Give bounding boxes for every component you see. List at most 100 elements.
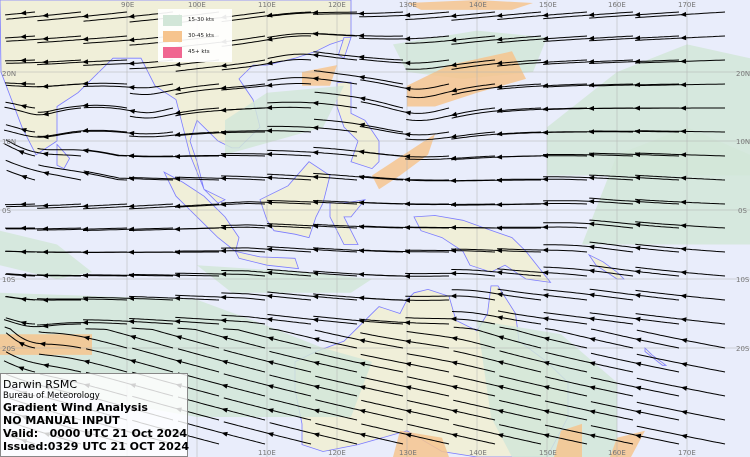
streamline-arrowhead bbox=[129, 335, 137, 340]
streamline bbox=[37, 148, 128, 157]
streamline-arrowhead bbox=[634, 385, 642, 391]
streamline-arrowhead bbox=[220, 225, 227, 231]
streamline-arrowhead bbox=[82, 59, 89, 65]
streamline-arrowhead bbox=[267, 336, 274, 342]
streamline bbox=[543, 35, 634, 42]
lon-label-top: 150E bbox=[539, 1, 557, 9]
streamline-arrowhead bbox=[267, 384, 274, 390]
streamline-arrowhead bbox=[266, 175, 273, 181]
streamline bbox=[543, 176, 634, 181]
info-box: Darwin RSMC Bureau of Meteorology Gradie… bbox=[0, 373, 190, 457]
streamline-arrowhead bbox=[359, 408, 366, 414]
lat-label-left: 20S bbox=[2, 345, 16, 353]
streamline-arrowhead bbox=[267, 360, 274, 366]
streamline-arrowhead bbox=[82, 81, 89, 87]
streamline-arrowhead bbox=[220, 62, 227, 68]
streamline-arrowhead bbox=[174, 110, 181, 115]
lat-label-right: 20S bbox=[736, 345, 750, 353]
issued-time: Issued:0329 UTC 21 OCT 2024 bbox=[3, 440, 190, 453]
streamline-arrowhead bbox=[680, 338, 688, 344]
legend-swatch bbox=[163, 14, 182, 26]
lon-label-top: 100E bbox=[188, 1, 206, 9]
streamline-arrowhead bbox=[82, 36, 89, 42]
streamline-arrowhead bbox=[589, 361, 596, 367]
streamline-arrowhead bbox=[589, 433, 596, 439]
streamline-arrowhead bbox=[312, 31, 319, 37]
streamline-arrowhead bbox=[358, 74, 365, 80]
streamline-arrowhead bbox=[680, 246, 687, 252]
streamline-arrowhead bbox=[450, 62, 457, 68]
streamline-arrowhead bbox=[680, 199, 687, 205]
streamline-arrowhead bbox=[312, 270, 319, 276]
streamline-arrowhead bbox=[404, 177, 411, 183]
lon-label-top: 170E bbox=[678, 1, 696, 9]
streamline bbox=[543, 266, 634, 277]
streamline-arrowhead bbox=[497, 360, 504, 366]
streamline-arrowhead bbox=[680, 35, 687, 41]
streamline-arrowhead bbox=[82, 148, 89, 154]
streamline-arrowhead bbox=[221, 335, 228, 341]
streamline-arrowhead bbox=[129, 359, 137, 365]
streamline-arrowhead bbox=[543, 360, 550, 366]
streamline-arrowhead bbox=[588, 292, 595, 298]
legend-label: 45+ kts bbox=[188, 49, 210, 55]
streamline bbox=[636, 353, 726, 373]
streamline-arrowhead bbox=[42, 12, 49, 18]
streamline-arrowhead bbox=[128, 13, 135, 19]
streamline-arrowhead bbox=[680, 58, 687, 64]
streamline-arrowhead bbox=[680, 317, 687, 323]
lon-label-bottom: 160E bbox=[608, 449, 626, 457]
streamline-arrowhead bbox=[358, 10, 365, 16]
streamline-arrowhead bbox=[82, 296, 89, 302]
streamline-arrowhead bbox=[175, 359, 183, 365]
streamline-arrowhead bbox=[313, 384, 320, 390]
streamline-arrowhead bbox=[404, 154, 411, 160]
streamline-arrowhead bbox=[635, 337, 642, 343]
streamline bbox=[635, 313, 726, 325]
streamline-arrowhead bbox=[42, 111, 49, 117]
zone-30-45 bbox=[407, 0, 533, 10]
streamline-arrowhead bbox=[450, 201, 457, 207]
streamline-arrowhead bbox=[82, 203, 89, 209]
streamline-arrowhead bbox=[221, 431, 228, 437]
taiwan-land bbox=[337, 37, 352, 59]
streamline-arrowhead bbox=[542, 316, 549, 322]
streamline-arrowhead bbox=[312, 125, 319, 131]
streamline-arrowhead bbox=[358, 122, 366, 128]
streamline-arrowhead bbox=[543, 409, 550, 415]
streamline bbox=[590, 377, 680, 397]
lon-label-top: 130E bbox=[399, 1, 417, 9]
streamline-arrowhead bbox=[450, 133, 457, 139]
streamline-arrowhead bbox=[17, 366, 25, 372]
streamline-arrowhead bbox=[404, 86, 411, 92]
streamline-arrowhead bbox=[634, 199, 641, 205]
legend-swatch bbox=[163, 46, 182, 58]
streamline-arrowhead bbox=[20, 104, 27, 109]
agency-name: Bureau of Meteorology bbox=[3, 391, 100, 401]
streamline-arrowhead bbox=[128, 203, 135, 209]
streamline-arrowhead bbox=[450, 293, 457, 299]
streamline-arrowhead bbox=[358, 248, 365, 254]
lon-label-top: 120E bbox=[328, 1, 346, 9]
streamline-arrowhead bbox=[128, 153, 135, 159]
streamline-arrowhead bbox=[266, 151, 273, 157]
streamline-arrowhead bbox=[39, 341, 46, 347]
lat-label-right: 20N bbox=[736, 70, 750, 78]
streamline bbox=[589, 35, 680, 42]
streamline-arrowhead bbox=[404, 110, 412, 116]
streamline-arrowhead bbox=[266, 105, 273, 111]
streamline-arrowhead bbox=[220, 271, 227, 277]
streamline-arrowhead bbox=[589, 337, 596, 342]
streamline-arrowhead bbox=[451, 360, 458, 366]
streamline-arrowhead bbox=[128, 37, 135, 43]
streamline-arrowhead bbox=[42, 36, 49, 42]
streamline-arrowhead bbox=[312, 100, 319, 106]
streamline-arrowhead bbox=[220, 175, 227, 181]
streamline-arrowhead bbox=[20, 10, 27, 16]
product-title: Gradient Wind Analysis bbox=[3, 401, 148, 414]
streamline-arrowhead bbox=[634, 433, 642, 439]
streamline-arrowhead bbox=[634, 269, 641, 275]
streamline-arrowhead bbox=[174, 295, 181, 301]
lat-label-left: 20N bbox=[2, 70, 16, 78]
streamline-arrowhead bbox=[634, 35, 641, 41]
